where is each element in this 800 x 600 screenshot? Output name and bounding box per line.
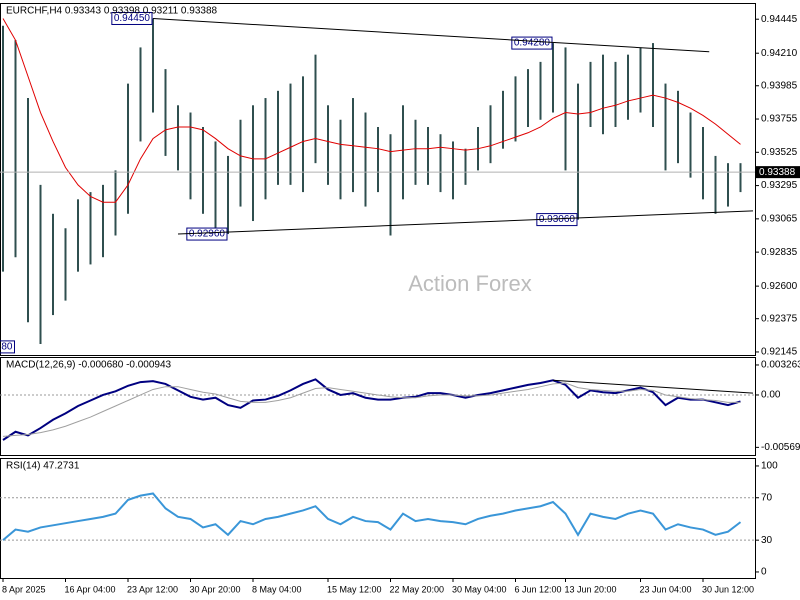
watermark: Action Forex xyxy=(408,271,532,296)
price-label: 0.94450 xyxy=(114,13,151,24)
y-tick-label: 30 xyxy=(761,535,773,546)
x-tick-label: 22 May 20:00 xyxy=(390,584,445,594)
y-tick-label: 70 xyxy=(761,492,773,503)
last-price-tag xyxy=(756,166,800,179)
moving-average xyxy=(2,18,741,203)
x-tick-label: 6 Jun 12:00 xyxy=(515,584,562,594)
x-tick-label: 30 Jun 12:00 xyxy=(702,584,754,594)
price-label-box xyxy=(111,11,153,25)
pane-title: RSI(14) 47.2731 xyxy=(6,461,80,472)
x-tick-label: 16 Apr 04:00 xyxy=(65,584,116,594)
pane-border xyxy=(0,3,756,356)
pane-title: MACD(12,26,9) -0.000680 -0.000943 xyxy=(6,360,172,371)
indicator-line xyxy=(2,382,741,437)
price-label: 0.94280 xyxy=(514,38,551,49)
price-label: 0.93060 xyxy=(539,214,576,225)
y-tick-label: 0.92600 xyxy=(761,281,798,292)
y-tick-label: 0 xyxy=(761,567,767,578)
pane-title: EURCHF,H4 0.93343 0.93398 0.93211 0.9338… xyxy=(6,6,218,17)
x-tick-label: 8 Apr 2025 xyxy=(2,584,46,594)
y-tick-label: 0.92375 xyxy=(761,313,798,324)
pane-border xyxy=(0,458,756,579)
price-label-box xyxy=(0,340,15,354)
indicator-line xyxy=(2,492,742,541)
indicator-line xyxy=(2,378,741,441)
trendline xyxy=(552,379,754,394)
last-price-label: 0.93388 xyxy=(759,167,796,178)
x-tick-label: 15 May 12:00 xyxy=(327,584,382,594)
y-tick-label: 0.93985 xyxy=(761,80,798,91)
y-tick-label: -0.005699 xyxy=(761,442,800,453)
x-tick-label: 23 Jun 04:00 xyxy=(640,584,692,594)
x-tick-label: 8 May 04:00 xyxy=(252,584,302,594)
x-tick-label: 13 Jun 20:00 xyxy=(565,584,617,594)
y-tick-label: 0.94445 xyxy=(761,14,798,25)
x-tick-label: 23 Apr 12:00 xyxy=(127,584,178,594)
y-tick-label: 0.00 xyxy=(761,390,781,401)
x-tick-label: 30 May 04:00 xyxy=(452,584,507,594)
trendline xyxy=(152,17,710,53)
price-label-box xyxy=(511,36,553,50)
y-tick-label: 0.92835 xyxy=(761,247,798,258)
y-tick-label: 0.93065 xyxy=(761,213,798,224)
x-tick-label: 30 Apr 20:00 xyxy=(190,584,241,594)
pane-border xyxy=(0,357,756,456)
price-label: 0.92960 xyxy=(189,229,226,240)
y-tick-label: 100 xyxy=(761,461,778,472)
y-tick-label: 0.94210 xyxy=(761,48,798,59)
y-tick-label: 0.93295 xyxy=(761,180,798,191)
y-tick-label: 0.93755 xyxy=(761,114,798,125)
y-tick-label: 0.92145 xyxy=(761,347,798,358)
y-tick-label: 0.93525 xyxy=(761,147,798,158)
trendline xyxy=(177,210,754,235)
y-tick-label: 0.003263 xyxy=(761,360,800,371)
price-label: 180 xyxy=(0,342,13,353)
